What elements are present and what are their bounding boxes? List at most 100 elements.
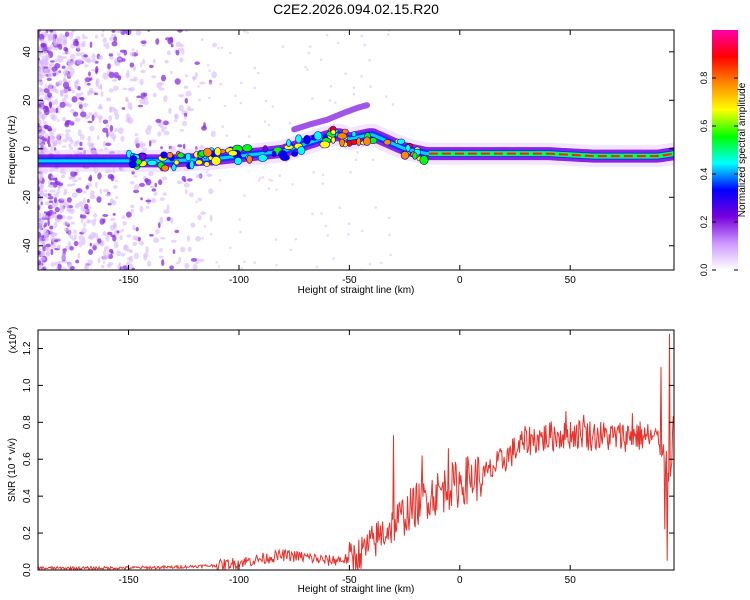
noise-dot (88, 176, 92, 182)
noise-dot (315, 265, 319, 269)
ridge-blob (161, 164, 169, 172)
noise-dot (114, 113, 120, 120)
noise-dot (174, 229, 180, 234)
noise-dot (132, 225, 136, 231)
noise-dot (129, 87, 135, 92)
noise-dot (62, 138, 68, 143)
noise-dot (179, 129, 184, 132)
y-tick-label: 0.0 (22, 563, 33, 577)
colorbar-tick-label: 0.8 (699, 72, 709, 85)
noise-dot (76, 58, 83, 65)
colorbar-label: Normalized spectral amplitude (737, 82, 748, 217)
noise-dot (78, 97, 85, 100)
noise-dot (166, 50, 171, 56)
noise-dot (201, 236, 204, 240)
noise-dot (135, 227, 139, 232)
ridge-blob (351, 131, 357, 137)
noise-dot (51, 177, 58, 181)
noise-dot (153, 192, 158, 196)
ridge-blob (363, 136, 371, 146)
noise-dot (100, 90, 104, 97)
noise-dot (67, 120, 72, 123)
ridge-blob (330, 129, 337, 135)
noise-dot (229, 246, 232, 250)
noise-dot (243, 30, 246, 33)
noise-dot (349, 170, 352, 174)
noise-dot (102, 140, 107, 147)
noise-dot (54, 239, 59, 242)
noise-dot (38, 131, 44, 138)
x-tick-label: 50 (565, 575, 577, 586)
noise-dot (379, 261, 383, 265)
noise-dot (47, 72, 51, 79)
ridge-blob (128, 160, 137, 169)
noise-dot (195, 174, 202, 178)
noise-dot (144, 178, 149, 183)
noise-dot (47, 219, 50, 227)
noise-dot (77, 252, 81, 259)
noise-dot (66, 206, 70, 213)
noise-dot (66, 215, 73, 220)
noise-dot (178, 256, 182, 264)
noise-dot (121, 107, 126, 110)
noise-dot (45, 60, 49, 67)
noise-dot (57, 260, 62, 264)
noise-dot (52, 72, 57, 77)
ridge-blob (400, 151, 410, 160)
noise-dot (140, 69, 146, 74)
noise-dot (195, 200, 198, 204)
noise-dot (62, 221, 69, 226)
noise-dot (69, 146, 74, 150)
noise-dot (46, 139, 50, 145)
noise-dot (55, 89, 59, 94)
snr-multiplier: (x104) (7, 327, 19, 354)
noise-dot (168, 107, 172, 115)
x-tick-label: 50 (565, 275, 577, 286)
noise-dot (368, 263, 372, 266)
noise-dot (49, 130, 55, 138)
noise-dot (139, 182, 145, 187)
noise-dot (132, 235, 138, 241)
noise-dot (163, 209, 170, 215)
noise-dot (270, 179, 274, 182)
noise-dot (59, 40, 63, 43)
ridge-blob (227, 150, 238, 157)
noise-dot (60, 174, 66, 179)
noise-dot (66, 183, 73, 187)
noise-dot (117, 52, 121, 57)
noise-dot (267, 187, 271, 190)
noise-dot (74, 171, 78, 176)
noise-dot (64, 203, 70, 208)
noise-dot (344, 72, 347, 75)
noise-dot (57, 245, 61, 250)
noise-dot (80, 217, 84, 224)
noise-dot (93, 111, 98, 118)
noise-dot (40, 143, 46, 147)
noise-dot (294, 237, 298, 241)
noise-dot (135, 30, 142, 36)
noise-dot (38, 47, 44, 50)
noise-dot (194, 72, 198, 78)
noise-dot (134, 133, 139, 137)
noise-dot (175, 41, 182, 48)
noise-dot (93, 212, 98, 218)
noise-dot (281, 45, 285, 49)
noise-dot (183, 182, 190, 188)
noise-dot (84, 262, 88, 269)
noise-dot (334, 101, 337, 104)
noise-dot (208, 81, 213, 86)
noise-dot (75, 259, 80, 264)
noise-dot (75, 140, 80, 145)
ridge-blob (234, 157, 243, 166)
noise-dot (38, 144, 42, 151)
noise-dot (278, 174, 282, 177)
noise-dot (220, 46, 224, 49)
noise-dot (271, 105, 275, 108)
noise-dot (253, 261, 256, 265)
noise-dot (50, 135, 55, 141)
noise-dot (40, 183, 45, 189)
noise-dot (102, 72, 109, 80)
noise-dot (132, 65, 136, 72)
noise-dot (64, 122, 70, 128)
noise-dot (54, 207, 60, 213)
